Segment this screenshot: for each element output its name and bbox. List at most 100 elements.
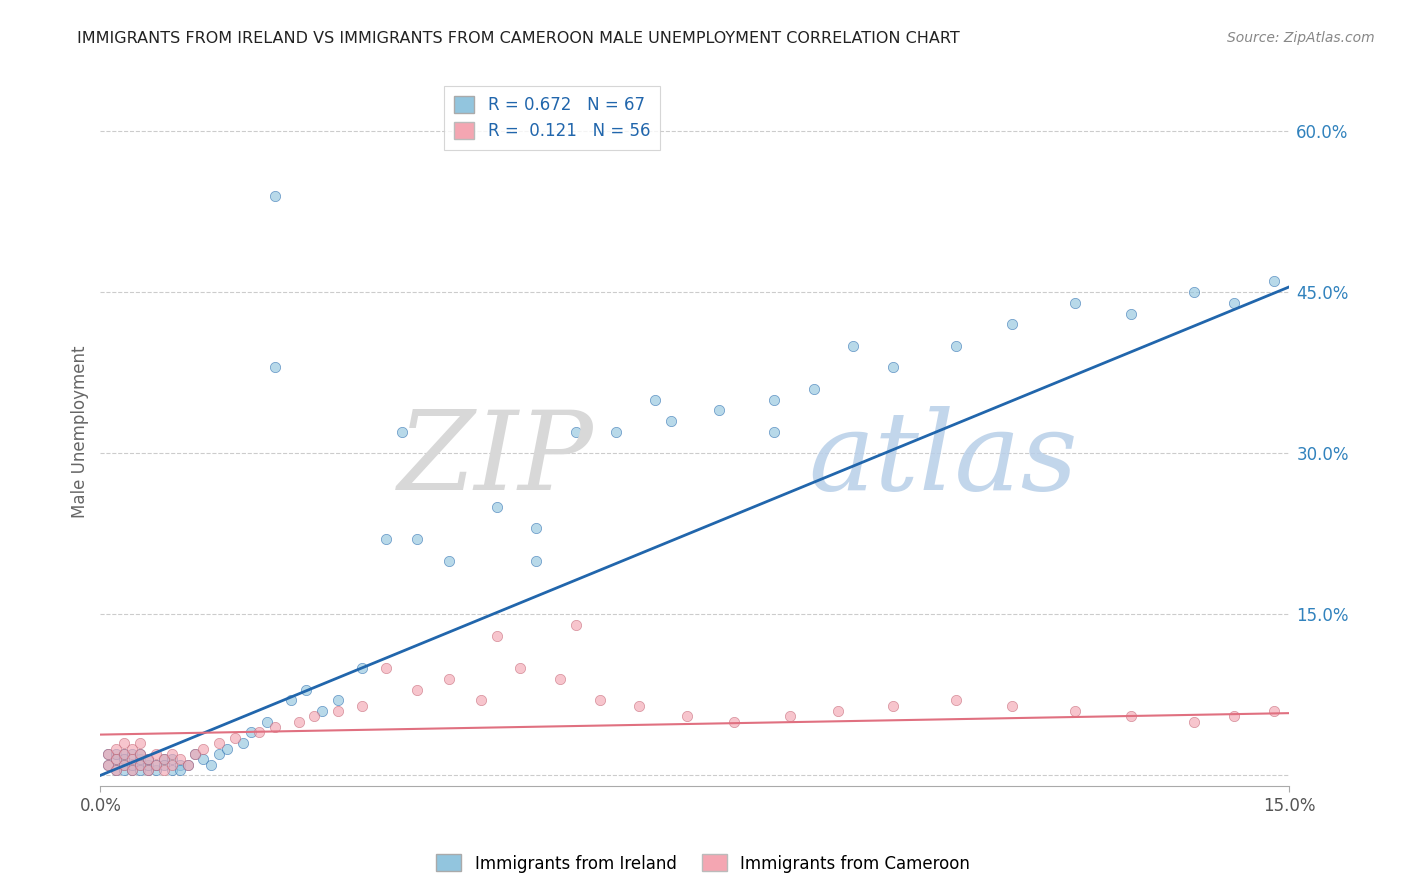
Point	[524, 554, 547, 568]
Point	[304, 709, 326, 723]
Point	[247, 725, 270, 739]
Point	[136, 757, 159, 772]
Point	[121, 752, 143, 766]
Point	[437, 672, 460, 686]
Point	[628, 698, 651, 713]
Point	[509, 661, 531, 675]
Point	[1263, 275, 1285, 289]
Point	[263, 360, 285, 375]
Point	[1064, 704, 1087, 718]
Point	[287, 714, 309, 729]
Point	[295, 682, 318, 697]
Point	[160, 752, 183, 766]
Point	[644, 392, 666, 407]
Text: atlas: atlas	[808, 407, 1077, 514]
Point	[152, 763, 174, 777]
Point	[208, 747, 231, 761]
Point	[97, 757, 120, 772]
Y-axis label: Male Unemployment: Male Unemployment	[72, 345, 89, 518]
Point	[121, 763, 143, 777]
Point	[256, 714, 278, 729]
Point	[232, 736, 254, 750]
Point	[145, 757, 167, 772]
Point	[112, 747, 135, 761]
Point	[1182, 285, 1205, 300]
Point	[129, 757, 152, 772]
Point	[105, 747, 128, 761]
Point	[169, 757, 191, 772]
Point	[263, 720, 285, 734]
Point	[145, 763, 167, 777]
Point	[112, 752, 135, 766]
Point	[169, 752, 191, 766]
Point	[524, 521, 547, 535]
Point	[112, 736, 135, 750]
Point	[224, 731, 246, 745]
Point	[589, 693, 612, 707]
Point	[184, 747, 207, 761]
Point	[263, 188, 285, 202]
Point	[723, 714, 745, 729]
Point	[882, 360, 904, 375]
Point	[105, 741, 128, 756]
Point	[842, 339, 865, 353]
Point	[882, 698, 904, 713]
Point	[145, 747, 167, 761]
Point	[97, 757, 120, 772]
Point	[1001, 318, 1024, 332]
Point	[1119, 307, 1142, 321]
Point	[160, 747, 183, 761]
Legend: Immigrants from Ireland, Immigrants from Cameroon: Immigrants from Ireland, Immigrants from…	[430, 847, 976, 880]
Point	[184, 747, 207, 761]
Text: ZIP: ZIP	[398, 407, 593, 514]
Point	[105, 763, 128, 777]
Point	[193, 741, 215, 756]
Point	[136, 752, 159, 766]
Point	[328, 693, 350, 707]
Point	[200, 757, 222, 772]
Point	[112, 747, 135, 761]
Point	[152, 757, 174, 772]
Point	[391, 425, 413, 439]
Point	[945, 339, 967, 353]
Point	[136, 763, 159, 777]
Point	[121, 763, 143, 777]
Point	[374, 661, 396, 675]
Point	[945, 693, 967, 707]
Point	[311, 704, 333, 718]
Point	[470, 693, 492, 707]
Point	[105, 752, 128, 766]
Point	[129, 757, 152, 772]
Point	[112, 757, 135, 772]
Point	[121, 757, 143, 772]
Point	[280, 693, 302, 707]
Point	[176, 757, 198, 772]
Point	[779, 709, 801, 723]
Text: IMMIGRANTS FROM IRELAND VS IMMIGRANTS FROM CAMEROON MALE UNEMPLOYMENT CORRELATIO: IMMIGRANTS FROM IRELAND VS IMMIGRANTS FR…	[77, 31, 960, 46]
Point	[1001, 698, 1024, 713]
Point	[350, 698, 373, 713]
Point	[136, 752, 159, 766]
Point	[1263, 704, 1285, 718]
Point	[485, 629, 508, 643]
Point	[827, 704, 849, 718]
Point	[548, 672, 571, 686]
Point	[1223, 296, 1246, 310]
Point	[659, 414, 682, 428]
Point	[803, 382, 825, 396]
Point	[121, 741, 143, 756]
Point	[129, 752, 152, 766]
Point	[160, 757, 183, 772]
Point	[605, 425, 627, 439]
Point	[707, 403, 730, 417]
Point	[406, 532, 429, 546]
Point	[121, 747, 143, 761]
Point	[97, 747, 120, 761]
Point	[136, 763, 159, 777]
Point	[565, 618, 588, 632]
Point	[160, 763, 183, 777]
Text: Source: ZipAtlas.com: Source: ZipAtlas.com	[1227, 31, 1375, 45]
Point	[169, 763, 191, 777]
Point	[763, 425, 786, 439]
Point	[112, 757, 135, 772]
